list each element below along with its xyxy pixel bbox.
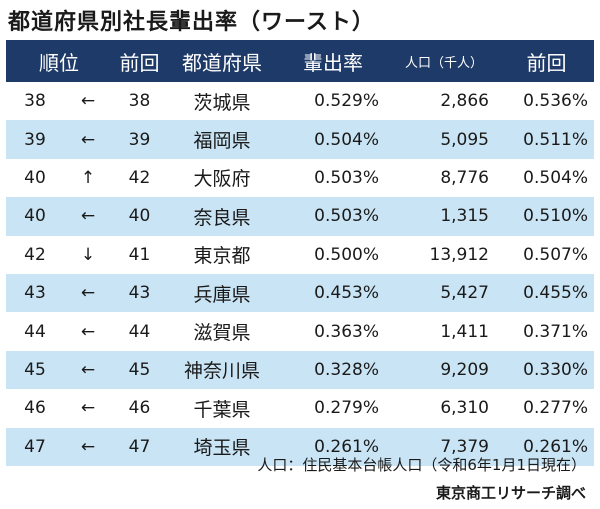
table-row: 45 ← 45 神奈川県 0.328% 9,209 0.330%	[6, 350, 594, 390]
prefecture-cell: 千葉県	[193, 398, 251, 421]
rate-cell: 0.503%	[314, 167, 379, 188]
table-row: 42 ↓ 41 東京都 0.500% 13,912 0.507%	[6, 236, 594, 274]
prev-rate-cell: 0.504%	[523, 167, 588, 188]
table-row: 39 ← 39 福岡県 0.504% 5,095 0.511%	[6, 120, 594, 159]
ranking-table: 順位 前回 都道府県 輩出率 人口（千人） 前回 38 ← 38 茨城県 0.529% 2…	[6, 40, 594, 466]
rate-cell: 0.279%	[314, 398, 379, 419]
prev-rank-cell: 40	[128, 206, 151, 227]
table-header: 順位 前回 都道府県 輩出率 人口（千人） 前回	[6, 40, 594, 82]
prefecture-cell: 東京都	[193, 245, 251, 268]
table-row: 47 ← 47 埼玉県 0.261% 7,379 0.261%	[6, 427, 594, 466]
prev-rank-cell: 41	[128, 244, 151, 265]
header-prefecture: 都道府県	[182, 50, 262, 75]
trend-arrow-icon: ←	[80, 436, 96, 457]
prefecture-cell: 埼玉県	[193, 437, 251, 460]
table-row: 38 ← 38 茨城県 0.529% 2,866 0.536%	[6, 82, 594, 120]
header-rate: 輩出率	[303, 50, 363, 75]
population-cell: 5,095	[440, 129, 489, 150]
population-cell: 13,912	[429, 244, 489, 265]
population-note: 人口：住民基本台帳人口（令和6年1月1日現在）	[257, 456, 586, 474]
prev-rate-cell: 0.330%	[523, 359, 588, 380]
table-row: 40 ↑ 42 大阪府 0.503% 8,776 0.504%	[6, 159, 594, 197]
rate-cell: 0.363%	[314, 321, 379, 342]
prefecture-cell: 大阪府	[193, 168, 251, 191]
prev-rank-cell: 44	[128, 321, 151, 342]
trend-arrow-icon: ←	[80, 359, 96, 380]
prev-rate-cell: 0.261%	[523, 436, 588, 457]
rank-cell: 47	[24, 436, 46, 457]
trend-arrow-icon: ←	[80, 283, 96, 304]
population-cell: 6,310	[440, 398, 489, 419]
prefecture-cell: 福岡県	[193, 130, 251, 153]
prefecture-cell: 奈良県	[193, 206, 251, 229]
trend-arrow-icon: ←	[80, 398, 96, 419]
header-rank: 順位	[39, 50, 79, 75]
header-prev: 前回	[119, 50, 160, 75]
rank-cell: 45	[24, 359, 46, 380]
population-cell: 1,411	[440, 321, 489, 342]
population-cell: 9,209	[440, 359, 489, 380]
prev-rank-cell: 38	[128, 91, 151, 112]
trend-arrow-icon: ↑	[80, 167, 96, 188]
rank-cell: 44	[24, 321, 46, 342]
table-row: 40 ← 40 奈良県 0.503% 1,315 0.510%	[6, 197, 594, 236]
trend-arrow-icon: ←	[80, 321, 96, 342]
population-cell: 8,776	[440, 167, 489, 188]
population-cell: 5,427	[440, 283, 489, 304]
rank-cell: 42	[24, 244, 46, 265]
prev-rank-cell: 43	[128, 283, 151, 304]
rank-cell: 39	[24, 129, 46, 150]
rate-cell: 0.453%	[314, 283, 379, 304]
rate-cell: 0.500%	[314, 244, 379, 265]
prev-rank-cell: 45	[128, 359, 151, 380]
prev-rate-cell: 0.511%	[523, 129, 588, 150]
trend-arrow-icon: ↓	[80, 244, 96, 265]
rank-cell: 38	[24, 91, 46, 112]
table-row: 43 ← 43 兵庫県 0.453% 5,427 0.455%	[6, 273, 594, 313]
prev-rate-cell: 0.510%	[523, 206, 588, 227]
prefecture-cell: 茨城県	[193, 91, 251, 114]
population-cell: 7,379	[440, 436, 489, 457]
prev-rate-cell: 0.455%	[523, 283, 588, 304]
prev-rate-cell: 0.277%	[523, 398, 588, 419]
table-row: 44 ← 44 滋賀県 0.363% 1,411 0.371%	[6, 312, 594, 350]
header-prev-rate: 前回	[526, 50, 567, 75]
rank-cell: 40	[24, 206, 46, 227]
prev-rank-cell: 46	[128, 398, 151, 419]
table-row: 46 ← 46 千葉県 0.279% 6,310 0.277%	[6, 389, 594, 427]
source-credit: 東京商工リサーチ調べ	[435, 484, 586, 502]
prev-rank-cell: 39	[128, 129, 151, 150]
trend-arrow-icon: ←	[80, 206, 96, 227]
rank-cell: 40	[24, 167, 46, 188]
prev-rate-cell: 0.371%	[523, 321, 588, 342]
rate-cell: 0.503%	[314, 206, 379, 227]
prev-rate-cell: 0.507%	[523, 244, 588, 265]
rate-cell: 0.328%	[314, 359, 379, 380]
rate-cell: 0.261%	[314, 436, 379, 457]
prev-rate-cell: 0.536%	[523, 91, 588, 112]
trend-arrow-icon: ←	[80, 91, 96, 112]
page-title: 都道府県別社長輩出率（ワースト）	[8, 10, 375, 35]
rate-cell: 0.529%	[314, 91, 379, 112]
prev-rank-cell: 42	[128, 167, 151, 188]
table-body: 38 ← 38 茨城県 0.529% 2,866 0.536% 39 ← 39 福岡県 0.504% 5…	[6, 82, 594, 466]
prefecture-cell: 兵庫県	[193, 283, 251, 306]
prefecture-cell: 神奈川県	[183, 360, 260, 383]
rank-cell: 43	[24, 283, 46, 304]
prefecture-cell: 滋賀県	[193, 322, 251, 345]
rate-cell: 0.504%	[314, 129, 379, 150]
rank-cell: 46	[24, 398, 46, 419]
header-population: 人口（千人）	[404, 55, 483, 71]
population-cell: 1,315	[440, 206, 489, 227]
trend-arrow-icon: ←	[80, 129, 96, 150]
population-cell: 2,866	[440, 91, 489, 112]
prev-rank-cell: 47	[128, 436, 151, 457]
